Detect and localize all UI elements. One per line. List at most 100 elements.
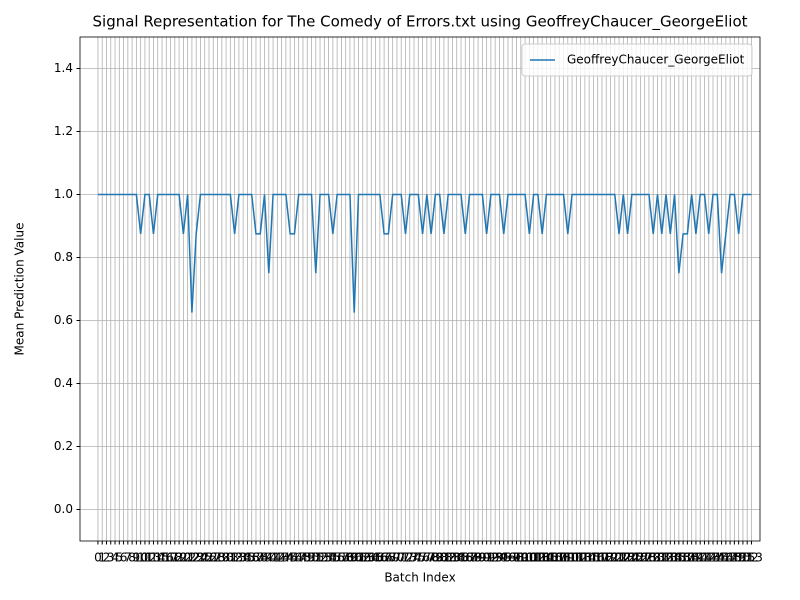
x-tick-label: 113 [569, 551, 592, 565]
x-tick-label: 96 [500, 551, 515, 565]
x-tick-label: 9 [133, 551, 141, 565]
x-tick-label: 128 [633, 551, 656, 565]
x-tick-label: 151 [731, 551, 754, 565]
x-tick-label: 148 [719, 551, 742, 565]
x-tick-label: 127 [629, 551, 652, 565]
x-tick-label: 35 [240, 551, 255, 565]
x-tick-label: 117 [586, 551, 609, 565]
x-tick-label: 49 [300, 551, 315, 565]
x-tick-label: 8 [128, 551, 136, 565]
x-tick-label: 74 [406, 551, 421, 565]
x-tick-label: 65 [368, 551, 383, 565]
y-tick-label: 0.6 [54, 313, 73, 327]
x-tick-label: 24 [193, 551, 208, 565]
x-tick-label: 90 [475, 551, 490, 565]
x-tick-label: 122 [608, 551, 631, 565]
x-tick-label: 112 [565, 551, 588, 565]
x-tick-label: 10 [133, 551, 148, 565]
x-tick-label: 36 [244, 551, 259, 565]
x-tick-label: 85 [453, 551, 468, 565]
x-tick-label: 73 [402, 551, 417, 565]
x-tick-label: 1 [98, 551, 106, 565]
x-tick-label: 81 [436, 551, 451, 565]
x-tick-label: 50 [304, 551, 319, 565]
x-tick-label: 42 [270, 551, 285, 565]
x-tick-label: 78 [423, 551, 438, 565]
x-tick-label: 132 [650, 551, 673, 565]
x-tick-label: 43 [274, 551, 289, 565]
x-tick-label: 12 [142, 551, 157, 565]
x-tick-label: 68 [381, 551, 396, 565]
x-tick-label: 104 [531, 551, 554, 565]
x-tick-label: 44 [278, 551, 293, 565]
y-tick-label: 0.4 [54, 376, 73, 390]
x-tick-label: 62 [355, 551, 370, 565]
plot-frame [79, 36, 761, 542]
x-tick-label: 11 [137, 551, 152, 565]
x-tick-label: 79 [428, 551, 443, 565]
x-tick-label: 63 [359, 551, 374, 565]
x-tick-label: 64 [364, 551, 379, 565]
x-tick-label: 91 [479, 551, 494, 565]
x-tick-label: 143 [697, 551, 720, 565]
x-tick-label: 92 [483, 551, 498, 565]
x-tick-label: 7 [124, 551, 132, 565]
x-tick-label: 67 [376, 551, 391, 565]
x-tick-label: 133 [655, 551, 678, 565]
x-tick-label: 38 [253, 551, 268, 565]
x-tick-label: 0 [94, 551, 102, 565]
x-tick-label: 45 [283, 551, 298, 565]
x-tick-label: 58 [338, 551, 353, 565]
x-tick-label: 54 [321, 551, 336, 565]
x-tick-label: 41 [265, 551, 280, 565]
x-tick-label: 116 [582, 551, 605, 565]
x-tick-label: 100 [514, 551, 537, 565]
x-tick-label: 6 [120, 551, 128, 565]
x-tick-label: 99 [513, 551, 528, 565]
x-tick-label: 135 [663, 551, 686, 565]
x-tick-label: 82 [441, 551, 456, 565]
y-axis-label: Mean Prediction Value [13, 223, 27, 356]
y-tick-label: 1.2 [54, 124, 73, 138]
x-tick-label: 80 [432, 551, 447, 565]
x-tick-label: 141 [689, 551, 712, 565]
x-tick-label: 102 [522, 551, 545, 565]
x-tick-label: 131 [646, 551, 669, 565]
y-tick-label: 0.0 [54, 502, 73, 516]
y-tick-label: 0.2 [54, 439, 73, 453]
x-tick-label: 126 [625, 551, 648, 565]
x-tick-label: 142 [693, 551, 716, 565]
x-tick-label: 87 [462, 551, 477, 565]
x-tick-label: 106 [539, 551, 562, 565]
x-tick-label: 120 [599, 551, 622, 565]
chart-title: Signal Representation for The Comedy of … [93, 13, 748, 32]
x-tick-label: 23 [189, 551, 204, 565]
x-tick-label: 114 [573, 551, 596, 565]
x-tick-label: 97 [505, 551, 520, 565]
x-tick-label: 61 [351, 551, 366, 565]
x-tick-label: 34 [236, 551, 251, 565]
legend-label: GeoffreyChaucer_GeorgeEliot [567, 53, 745, 67]
x-tick-label: 40 [261, 551, 276, 565]
x-tick-label: 55 [325, 551, 340, 565]
x-tick-label: 71 [394, 551, 409, 565]
x-tick-label: 5 [115, 551, 123, 565]
x-tick-label: 107 [544, 551, 567, 565]
x-tick-label: 123 [612, 551, 635, 565]
x-tick-label: 125 [620, 551, 643, 565]
x-tick-label: 119 [595, 551, 618, 565]
x-tick-label: 15 [154, 551, 169, 565]
x-tick-label: 69 [385, 551, 400, 565]
x-tick-label: 20 [176, 551, 191, 565]
x-tick-label: 147 [714, 551, 737, 565]
x-tick-label: 59 [342, 551, 357, 565]
x-tick-label: 136 [667, 551, 690, 565]
x-tick-label: 76 [415, 551, 430, 565]
x-tick-label: 30 [218, 551, 233, 565]
x-tick-label: 48 [295, 551, 310, 565]
x-tick-label: 13 [146, 551, 161, 565]
x-tick-label: 110 [556, 551, 579, 565]
x-tick-label: 144 [702, 551, 725, 565]
x-tick-label: 137 [672, 551, 695, 565]
x-tick-label: 33 [231, 551, 246, 565]
